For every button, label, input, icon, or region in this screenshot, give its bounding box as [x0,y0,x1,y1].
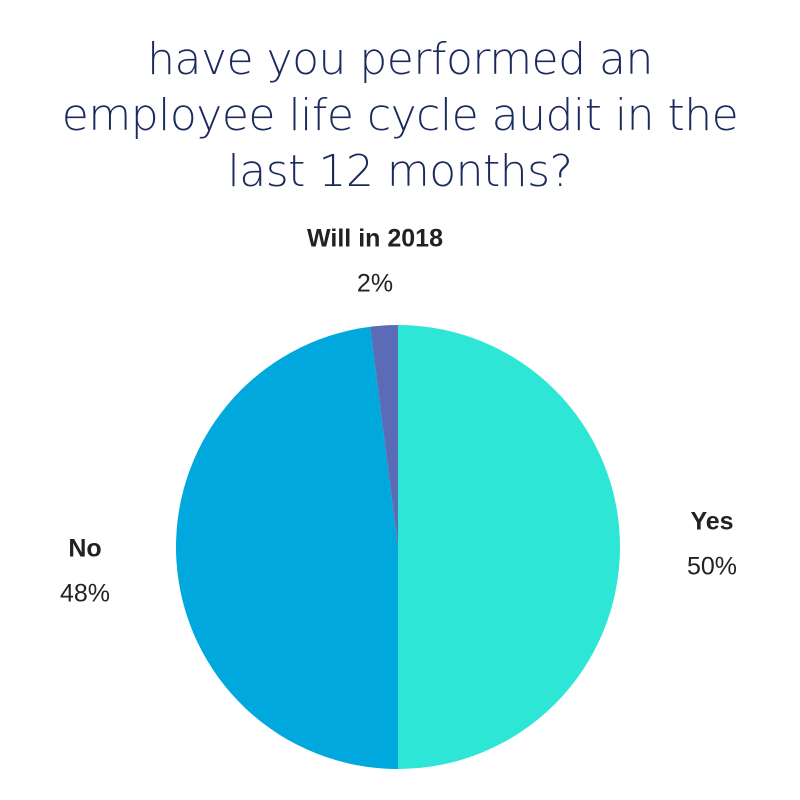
slice-value: 2% [357,270,393,298]
slice-category: No [68,535,101,563]
pie-slice [398,325,620,769]
chart-title: have you performed an employee life cycl… [61,34,739,197]
pie-slice [175,326,398,769]
slice-category: Will in 2018 [307,225,443,253]
slice-value: 48% [60,580,110,608]
slice-category: Yes [690,508,733,536]
pie-slice [370,325,398,547]
slice-value: 50% [687,553,737,581]
